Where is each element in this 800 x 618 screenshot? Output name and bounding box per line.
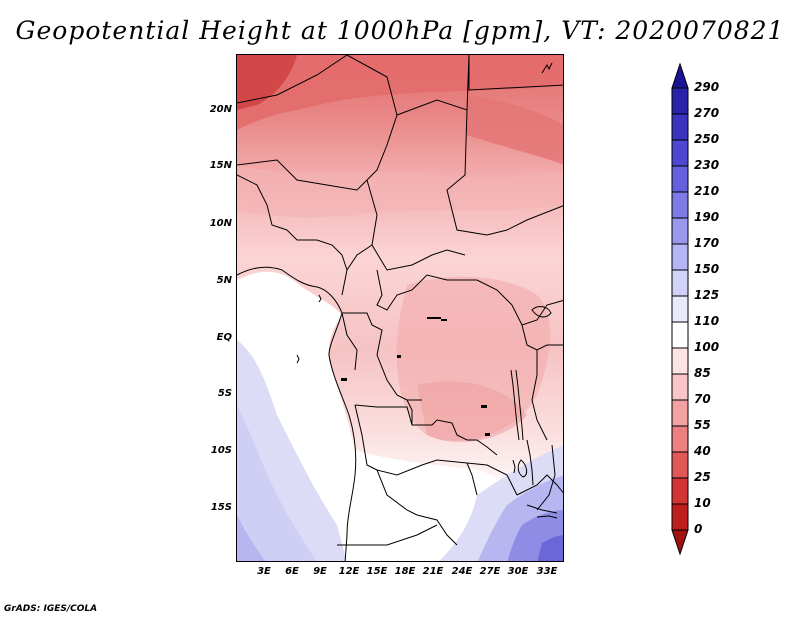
colorbar-segment — [671, 321, 689, 349]
lon-label-33e: 33E — [536, 566, 558, 577]
colorbar — [671, 62, 689, 556]
map-area — [236, 54, 564, 562]
lon-label-3e: 3E — [257, 566, 271, 577]
colorbar-segment — [671, 399, 689, 427]
colorbar-segment — [671, 451, 689, 479]
colorbar-label: 210 — [694, 184, 720, 198]
lat-label-5s: 5S — [217, 388, 232, 399]
lon-label-18e: 18E — [394, 566, 416, 577]
colorbar-label: 290 — [694, 80, 720, 94]
lon-label-9e: 9E — [313, 566, 327, 577]
colorbar-label: 170 — [694, 236, 720, 250]
lat-label-20n: 20N — [209, 104, 232, 115]
colorbar-label: 230 — [694, 158, 720, 172]
map-title: Geopotential Height at 1000hPa [gpm], VT… — [15, 16, 785, 45]
colorbar-segment — [671, 87, 689, 115]
colorbar-label: 190 — [694, 210, 720, 224]
colorbar-label: 0 — [694, 522, 703, 536]
colorbar-label: 250 — [694, 132, 720, 146]
lon-label-27e: 27E — [479, 566, 501, 577]
colorbar-segment — [671, 373, 689, 401]
lon-label-6e: 6E — [285, 566, 299, 577]
colorbar-segment — [671, 347, 689, 375]
colorbar-label: 110 — [694, 314, 720, 328]
colorbar-segment — [671, 191, 689, 219]
lat-label-15n: 15N — [209, 160, 232, 171]
colorbar-label: 70 — [694, 392, 711, 406]
colorbar-label: 25 — [694, 470, 711, 484]
lon-label-21e: 21E — [422, 566, 444, 577]
colorbar-label: 55 — [694, 418, 711, 432]
lon-label-15e: 15E — [366, 566, 388, 577]
colorbar-segment — [671, 217, 689, 245]
colorbar-segment — [671, 295, 689, 323]
colorbar-top-triangle — [671, 62, 689, 89]
lat-label-10s: 10S — [210, 445, 232, 456]
colorbar-segment — [671, 165, 689, 193]
lat-label-5n: 5N — [216, 275, 232, 286]
colorbar-label: 100 — [694, 340, 720, 354]
grads-credit: GrADS: IGES/COLA — [4, 604, 98, 614]
colorbar-graphic — [671, 62, 689, 556]
colorbar-segment — [671, 477, 689, 505]
colorbar-label: 85 — [694, 366, 711, 380]
height-field — [237, 55, 563, 561]
colorbar-segment — [671, 503, 689, 531]
colorbar-label: 270 — [694, 106, 720, 120]
colorbar-segment — [671, 243, 689, 271]
colorbar-bottom-triangle — [671, 529, 689, 556]
lat-label-10n: 10N — [209, 218, 232, 229]
lon-label-12e: 12E — [338, 566, 360, 577]
lon-label-24e: 24E — [451, 566, 473, 577]
colorbar-label: 150 — [694, 262, 720, 276]
colorbar-segment — [671, 269, 689, 297]
colorbar-segment — [671, 139, 689, 167]
colorbar-segment — [671, 113, 689, 141]
colorbar-label: 125 — [694, 288, 720, 302]
colorbar-label: 40 — [694, 444, 711, 458]
lat-label-15s: 15S — [210, 502, 232, 513]
lat-label-eq: EQ — [216, 332, 232, 343]
colorbar-label: 10 — [694, 496, 711, 510]
colorbar-segment — [671, 425, 689, 453]
lon-label-30e: 30E — [507, 566, 529, 577]
